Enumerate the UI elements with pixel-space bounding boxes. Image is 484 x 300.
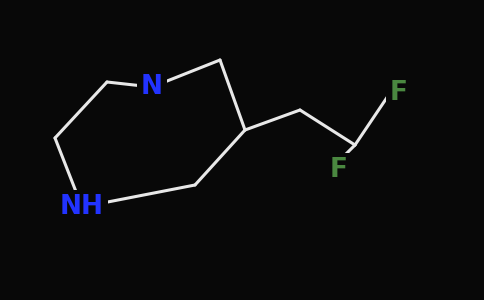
Text: NH: NH [60,194,104,220]
Text: F: F [330,157,348,183]
Text: F: F [390,80,408,106]
Text: N: N [141,74,163,100]
